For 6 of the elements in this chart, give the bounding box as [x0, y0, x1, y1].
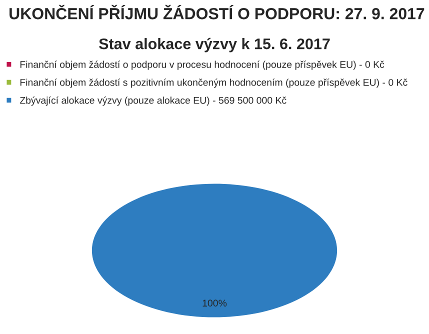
data-label: 100%	[202, 300, 227, 307]
legend-label: Finanční objem žádostí o podporu v procesu hodnocení (pouze příspěvek EU) - 0 Kč	[20, 60, 384, 70]
chart-subtitle: Stav alokace výzvy k 15. 6. 2017	[99, 38, 330, 52]
chart-title: UKONČENÍ PŘÍJMU ŽÁDOSTÍ O PODPORU: 27. 9. 2017	[10, 4, 424, 20]
legend-label: Zbývající alokace výzvy (pouze alokace EU) - 569 500 000 Kč	[20, 96, 286, 106]
legend-label: Finanční objem žádostí s pozitivním ukončeným hodnocením (pouze příspěvek EU) - 0 Kč	[20, 78, 408, 88]
